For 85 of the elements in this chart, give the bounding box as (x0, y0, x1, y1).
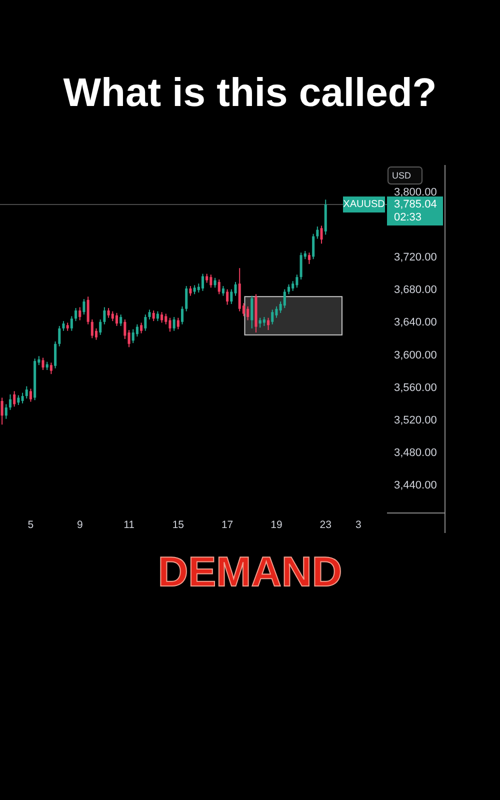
y-axis-title: USD (392, 170, 412, 180)
candlestick (287, 284, 290, 295)
candlestick (218, 279, 220, 295)
x-tick-label: 17 (221, 519, 234, 531)
x-tick-label: 9 (76, 519, 83, 531)
candlestick (164, 313, 168, 325)
candlestick (25, 386, 28, 399)
candlestick (8, 394, 12, 410)
x-tick-label: 19 (270, 519, 282, 531)
candlestick (111, 310, 114, 322)
candlestick (62, 320, 65, 332)
candlestick (152, 310, 155, 322)
candlestick (54, 340, 57, 369)
candlestick (90, 318, 94, 339)
y-tick-label: 3,600.00 (394, 349, 437, 362)
candlestick (210, 274, 212, 288)
candlestick (42, 357, 44, 370)
x-tick-label: 23 (320, 519, 332, 531)
candlestick (78, 306, 82, 321)
candlestick (21, 392, 24, 404)
candlestick (0, 397, 4, 426)
candlestick (160, 312, 164, 324)
candlestick (283, 288, 286, 309)
candlestick (214, 277, 216, 288)
y-tick-label: 3,440.00 (394, 480, 437, 492)
candlestick (201, 273, 204, 292)
candlestick (120, 314, 122, 326)
y-tick-label: 3,800.00 (394, 186, 437, 198)
candlestick (29, 388, 32, 402)
y-tick-label: 3,640.00 (394, 316, 437, 329)
y-tick-label: 3,520.00 (394, 414, 437, 426)
candlestick (180, 306, 184, 325)
candlestick (267, 317, 270, 331)
candlestick (156, 310, 159, 322)
candlestick (296, 274, 298, 288)
candlestick (222, 286, 224, 296)
candlestick (250, 295, 254, 329)
candlestick (82, 298, 86, 316)
candlestick (144, 314, 147, 332)
text: 02:33 (394, 211, 422, 224)
chart-title: What is this called? (63, 71, 437, 115)
candlestick (316, 226, 319, 240)
candlestick (140, 322, 143, 334)
candlestick (176, 317, 180, 330)
x-tick-label: 5 (28, 519, 34, 531)
candlestick (50, 362, 52, 375)
candlestick (271, 309, 274, 325)
candlestick (99, 318, 102, 336)
candlestick (13, 390, 16, 408)
candlestick (148, 309, 151, 320)
y-tick-label: 3,480.00 (394, 447, 437, 460)
candlestick (246, 306, 250, 321)
candlestick (292, 280, 294, 292)
candlestick (86, 296, 90, 325)
y-tick-label: 3,560.00 (394, 382, 437, 394)
ref-line-label: 3,785.04 (394, 198, 437, 210)
candlestick (17, 394, 20, 406)
candlestick (70, 316, 73, 332)
candlestick (4, 404, 8, 420)
candlestick (308, 252, 310, 265)
candlestick (74, 308, 78, 322)
x-tick-label: 3 (355, 519, 362, 531)
candlestick (115, 312, 118, 326)
candlestick (226, 288, 229, 306)
candlestick (230, 288, 233, 304)
y-tick-label: 3,720.00 (394, 252, 437, 264)
annotation: XAUUSD (343, 198, 385, 210)
candlestick (107, 308, 110, 318)
candlestick (136, 324, 138, 338)
candlestick (168, 317, 172, 332)
candlestick (58, 325, 61, 347)
text: DEMAND (158, 548, 342, 595)
y-tick-label: 3,680.00 (394, 284, 437, 296)
candlestick (172, 316, 176, 332)
candlestick (189, 286, 192, 296)
candlestick (300, 252, 302, 280)
candlestick (258, 317, 262, 328)
candlestick (185, 286, 188, 312)
candlestick (275, 306, 278, 318)
candlestick (320, 225, 323, 244)
x-tick-label: 15 (172, 519, 184, 531)
x-tick-label: 11 (124, 519, 135, 531)
candlestick (312, 233, 315, 260)
candlestick (132, 328, 134, 344)
candlestick (103, 306, 106, 325)
